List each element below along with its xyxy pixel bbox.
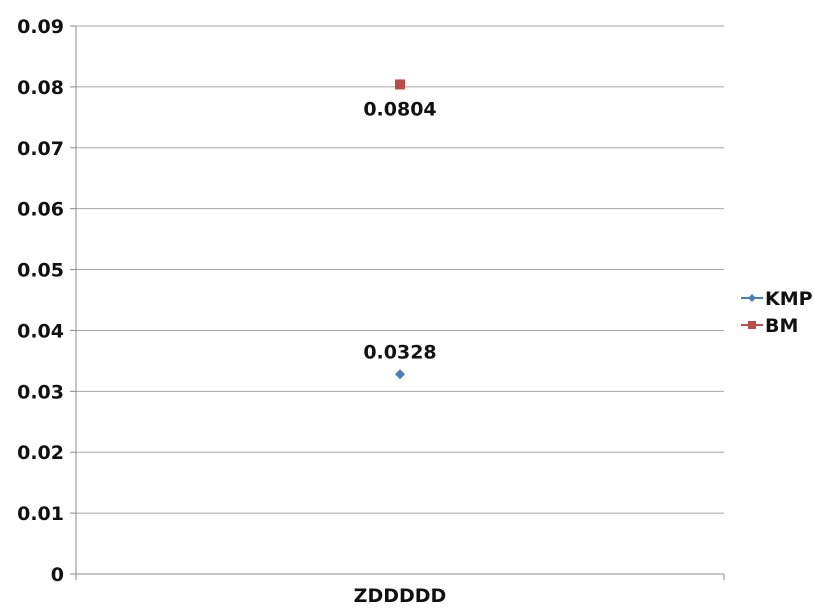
y-tick-label: 0.04 [17,320,64,342]
y-tick-label: 0.05 [17,260,64,282]
y-tick-label: 0.01 [17,503,64,525]
data-label-kmp: 0.0328 [363,341,436,363]
legend-label-bm: BM [765,315,798,337]
axis-layer [70,25,725,580]
x-tick-label: ZDDDDD [354,585,447,607]
y-tick-label: 0.09 [17,16,64,38]
grid-layer [76,25,724,514]
mark-layer: 0.0328 0.0804 [363,79,437,380]
legend-marker-bm [748,321,756,329]
data-label-bm: 0.0804 [363,98,436,120]
y-tick-label: 0.02 [17,442,64,464]
y-tick-label: 0 [51,564,64,586]
y-tick-label: 0.06 [17,199,64,221]
tick-layer: 0 0.01 0.02 0.03 0.04 0.05 0.06 0.07 0.08 0.09 ZDD… [17,16,446,607]
y-tick-label: 0.08 [17,77,64,99]
legend-marker-kmp [748,294,756,302]
point-kmp [395,369,405,380]
y-tick-label: 0.07 [17,138,64,160]
y-tick-label: 0.03 [17,381,64,403]
point-bm [395,79,405,90]
legend-label-kmp: KMP [765,288,813,310]
legend: KMP BM [741,288,813,337]
